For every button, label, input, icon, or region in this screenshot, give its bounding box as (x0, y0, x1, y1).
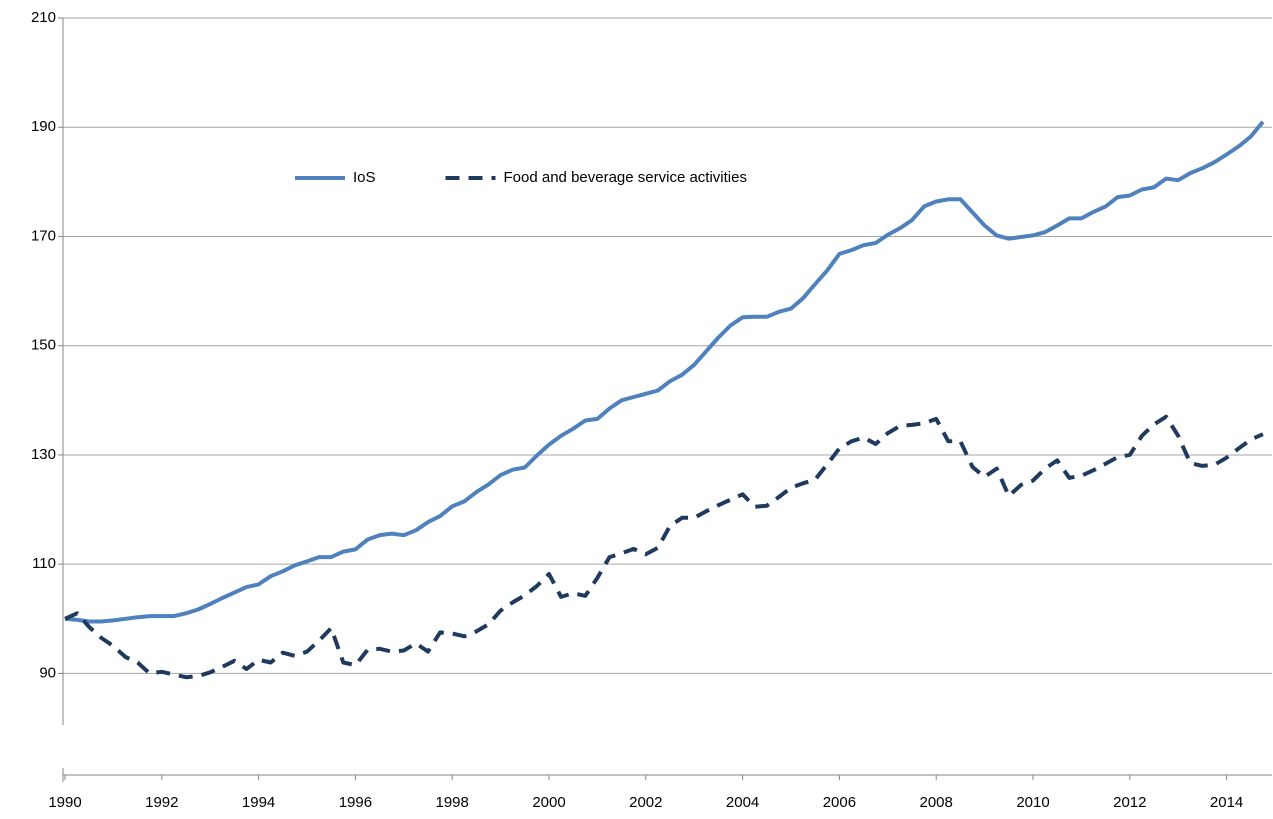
y-tick-label: 210 (31, 9, 56, 26)
x-tick-label: 1996 (339, 794, 372, 811)
y-tick-label: 90 (39, 664, 56, 681)
x-tick-label: 2004 (726, 794, 759, 811)
y-tick-label: 150 (31, 337, 56, 354)
y-tick-label: 170 (31, 227, 56, 244)
x-tick-label: 1994 (242, 794, 275, 811)
x-tick-label: 2006 (823, 794, 856, 811)
y-tick-label: 190 (31, 118, 56, 135)
x-tick-label: 1992 (145, 794, 178, 811)
legend-label: IoS (353, 169, 376, 186)
x-tick-label: 2008 (920, 794, 953, 811)
x-tick-label: 2002 (629, 794, 662, 811)
x-tick-label: 2000 (532, 794, 565, 811)
legend-label: Food and beverage service activities (504, 169, 747, 186)
series-line (64, 414, 1264, 680)
x-tick-label: 2010 (1016, 794, 1049, 811)
y-tick-label: 110 (32, 555, 56, 572)
y-tick-label: 130 (31, 446, 56, 463)
x-tick-label: 2012 (1113, 794, 1146, 811)
x-tick-label: 2014 (1210, 794, 1243, 811)
x-tick-label: 1998 (436, 794, 469, 811)
series-line (64, 120, 1265, 624)
x-tick-label: 1990 (48, 794, 81, 811)
